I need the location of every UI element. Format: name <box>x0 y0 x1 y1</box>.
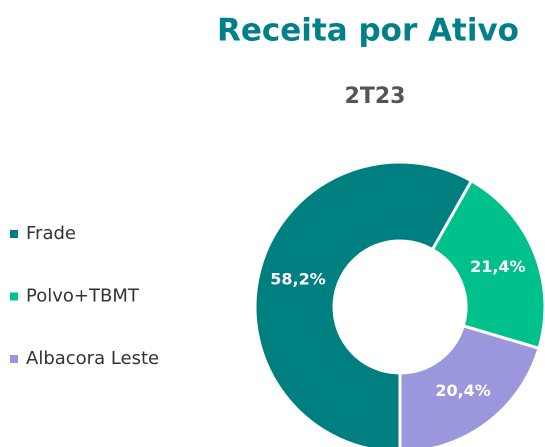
data-label: 20,4% <box>435 381 491 400</box>
donut-slice <box>430 178 545 351</box>
legend-label: Polvo+TBMT <box>26 286 140 307</box>
legend-label: Frade <box>26 223 76 244</box>
donut-slice <box>253 160 474 447</box>
legend-swatch <box>10 230 18 238</box>
legend-label: Albacora Leste <box>26 348 159 369</box>
legend-swatch <box>10 355 18 363</box>
chart-subtitle: 2T23 <box>345 84 406 109</box>
chart-title: Receita por Ativo <box>217 13 519 49</box>
data-label: 58,2% <box>270 270 326 289</box>
data-label: 21,4% <box>470 257 526 276</box>
donut-slice <box>398 323 541 447</box>
legend-swatch <box>10 292 18 301</box>
